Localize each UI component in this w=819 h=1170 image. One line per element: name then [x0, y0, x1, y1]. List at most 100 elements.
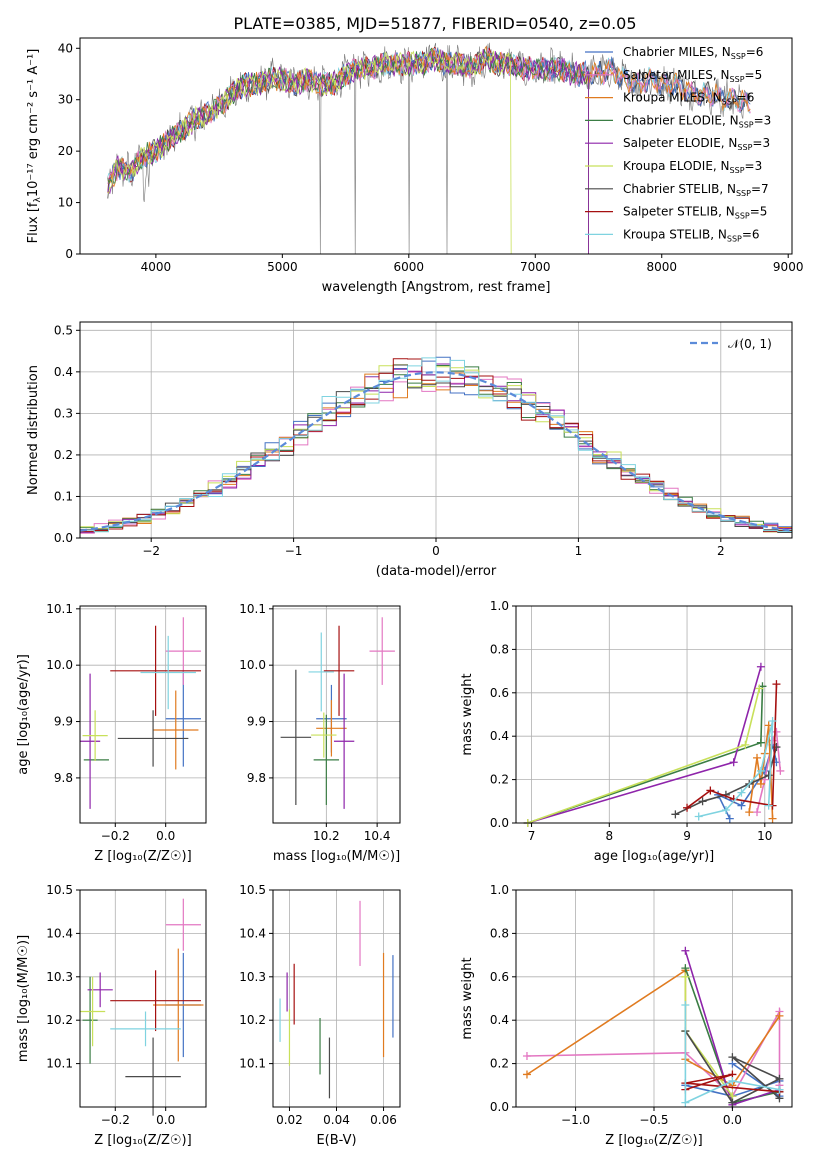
- x-tick-label: 8000: [646, 260, 677, 274]
- model-spectrum-line: [107, 47, 751, 183]
- y-tick-label: 9.9: [54, 715, 73, 729]
- weight-vs-age-panel: 7 8 9 10 0.0 0.2 0.4 0.6 0.8 1.0 age [log₁₀(age/yr…: [460, 599, 793, 864]
- weight-marker: [756, 662, 765, 671]
- y-tick-label: 0.2: [54, 448, 73, 462]
- legend-entry: Salpeter ELODIE, NSSP=3: [623, 136, 770, 152]
- x-tick-label: −1: [285, 544, 303, 558]
- x-tick-label: 0.0: [723, 1113, 742, 1127]
- y-axis-label: Normed distribution: [26, 365, 41, 495]
- legend-sub: SSP: [736, 189, 751, 198]
- weight-marker: [756, 738, 765, 747]
- weight-marker: [753, 808, 762, 817]
- x-tick-label: 1: [575, 544, 583, 558]
- y-tick-label: 9.9: [247, 715, 266, 729]
- y-tick-label: 10.1: [46, 1057, 73, 1071]
- legend-sub: SSP: [735, 212, 750, 221]
- weight-marker: [728, 1076, 737, 1085]
- y-tick-label: 10.1: [239, 1057, 266, 1071]
- legend-name: Kroupa MILES, N: [623, 91, 722, 105]
- weight-series-line: [685, 1073, 780, 1093]
- legend-entry: Chabrier MILES, NSSP=6: [623, 45, 763, 61]
- weight-series-line: [527, 666, 762, 824]
- legend-value: =6: [737, 91, 755, 105]
- axes-frame: [79, 605, 207, 824]
- weight-marker: [768, 814, 777, 823]
- y-tick-label: 10.5: [46, 883, 73, 897]
- y-axis-label: Flux [fλ10⁻¹⁷ erg cm⁻² s⁻¹ A⁻¹]: [26, 49, 43, 244]
- x-tick-label: −2: [142, 544, 160, 558]
- weight-marker: [737, 788, 746, 797]
- axes-frame: [79, 37, 793, 255]
- legend-entry: 𝒩(0, 1): [728, 337, 772, 351]
- weight-marker: [772, 727, 781, 736]
- y-tick-label: 0.4: [490, 729, 509, 743]
- y-tick-label: 10.0: [46, 658, 73, 672]
- legend-name: Kroupa STELIB, N: [623, 227, 727, 241]
- y-tick-label: 0.1: [54, 489, 73, 503]
- y-tick-label: 0.4: [490, 1013, 509, 1027]
- legend-entry: Kroupa MILES, NSSP=6: [623, 91, 754, 107]
- legend-sub: SSP: [730, 166, 745, 175]
- x-axis-label: E(B-V): [316, 1133, 356, 1148]
- x-axis-label: age [log₁₀(age/yr)]: [594, 849, 715, 864]
- y-tick-label: 0.0: [54, 531, 73, 545]
- weight-marker: [775, 1085, 784, 1094]
- y-tick-label: 10.3: [46, 970, 73, 984]
- weight-marker: [721, 805, 730, 814]
- x-axis-label: wavelength [Angstrom, rest frame]: [322, 280, 551, 295]
- y-tick-label: 10.0: [239, 658, 266, 672]
- weight-marker: [728, 1098, 737, 1107]
- y-tick-label: 0.0: [490, 1100, 509, 1114]
- y-tick-label: 30: [58, 93, 73, 107]
- weight-marker: [681, 972, 690, 981]
- gaussian-curve: [79, 371, 793, 532]
- weight-marker: [681, 1098, 690, 1107]
- y-axis-label: age [log₁₀(age/yr)]: [16, 654, 31, 775]
- y-tick-label: 1.0: [490, 883, 509, 897]
- y-tick-label: 10.4: [239, 926, 266, 940]
- x-tick-label: 6000: [394, 260, 425, 274]
- x-axis-label: mass [log₁₀(M/M☉)]: [273, 849, 400, 864]
- axes-frame: [272, 605, 401, 824]
- weight-marker: [755, 684, 764, 693]
- x-tick-label: 5000: [267, 260, 298, 274]
- weight-marker: [706, 786, 715, 795]
- x-tick-label: −0.2: [101, 829, 130, 843]
- weight-marker: [681, 946, 690, 955]
- x-tick-label: 9: [683, 829, 691, 843]
- y-label-part: Flux [f: [26, 202, 41, 243]
- weight-marker: [681, 964, 690, 973]
- legend-name: Chabrier STELIB, N: [623, 182, 736, 196]
- age-vs-metallicity-panel: −0.2 0.0 9.8 9.9 10.0 10.1 Z [log₁₀(Z/Z☉)] age …: [16, 602, 207, 864]
- y-tick-label: 10.2: [239, 1013, 266, 1027]
- weight-marker: [729, 758, 738, 767]
- y-tick-label: 20: [58, 144, 73, 158]
- y-tick-label: 0: [65, 247, 73, 261]
- weight-marker: [725, 814, 734, 823]
- axes-frame: [515, 605, 793, 824]
- legend-value: =3: [752, 136, 770, 150]
- legend-value: =3: [754, 113, 772, 127]
- weight-marker: [768, 717, 777, 726]
- x-axis-label: (data-model)/error: [376, 564, 497, 579]
- spectrum-panel: 4000 5000 6000 7000 8000 9000 0 10 20 30 40 wavelen…: [26, 37, 803, 295]
- weight-series-line: [698, 720, 774, 818]
- weight-marker: [671, 810, 680, 819]
- y-tick-label: 0.2: [490, 1057, 509, 1071]
- y-tick-label: 0.5: [54, 323, 73, 337]
- y-tick-label: 10.1: [46, 602, 73, 616]
- x-tick-label: 0.04: [323, 1113, 350, 1127]
- age-vs-mass-panel: 10.2 10.4 9.8 9.9 10.0 10.1 mass [log₁₀(M/M☉)]: [239, 602, 401, 864]
- weight-marker: [775, 1011, 784, 1020]
- x-tick-label: 2: [717, 544, 725, 558]
- legend-value: =5: [750, 205, 768, 219]
- y-tick-label: 10: [58, 196, 73, 210]
- y-tick-label: 0.6: [490, 970, 509, 984]
- y-tick-label: 10.3: [239, 970, 266, 984]
- x-tick-label: 4000: [141, 260, 172, 274]
- weight-marker: [522, 1070, 531, 1079]
- x-tick-label: 10.2: [313, 829, 340, 843]
- y-tick-label: 40: [58, 41, 73, 55]
- legend-value: =7: [751, 182, 769, 196]
